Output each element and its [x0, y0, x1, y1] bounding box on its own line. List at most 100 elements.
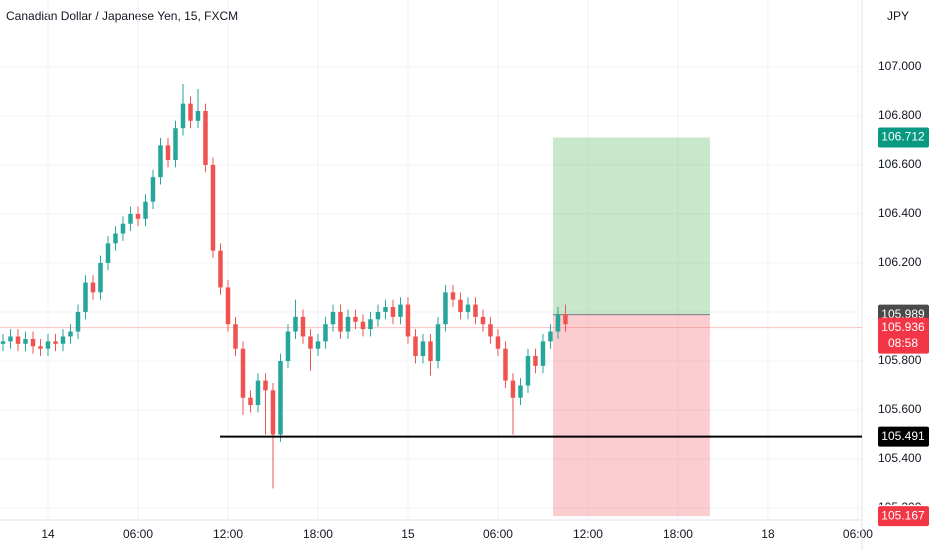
candle-body	[330, 311, 336, 325]
candle-body	[0, 341, 6, 344]
candle-body	[188, 103, 193, 121]
candle-body	[420, 341, 426, 357]
chart-title: Canadian Dollar / Japanese Yen, 15, FXCM	[6, 9, 238, 23]
countdown: 08:58	[888, 336, 918, 350]
candle-body	[540, 341, 546, 366]
line-badge-bg	[878, 426, 929, 447]
candle-body	[240, 348, 246, 398]
last-price-badge: 105.936	[881, 320, 925, 334]
candle-body	[285, 331, 291, 361]
y-tick-label: 105.600	[878, 402, 922, 416]
candle-body	[480, 316, 486, 325]
candle-body	[143, 201, 148, 219]
line-badge: 105.491	[881, 429, 925, 443]
candle-body	[548, 331, 553, 342]
x-tick-label: 15	[401, 527, 415, 541]
candle-body	[98, 262, 103, 293]
candle-body	[158, 145, 163, 178]
candle-body	[495, 336, 501, 349]
candle-body	[113, 233, 118, 244]
candle-body	[533, 356, 538, 366]
candle-body	[338, 311, 343, 332]
candle-body	[375, 311, 381, 320]
y-tick-label: 107.000	[878, 59, 922, 73]
candle-body	[435, 324, 441, 361]
candle-body	[23, 338, 28, 344]
candle-body	[308, 336, 313, 349]
candle-body	[120, 223, 126, 234]
candle-body	[128, 213, 133, 224]
y-tick-label: 106.200	[878, 255, 922, 269]
x-tick-label: 06:00	[843, 527, 873, 541]
candle-body	[278, 360, 283, 435]
candle-body	[510, 380, 516, 398]
candle-body	[398, 304, 403, 317]
stop-badge-bg	[878, 506, 929, 527]
candle-body	[45, 341, 51, 349]
x-tick-label: 18:00	[303, 527, 333, 541]
y-tick-label: 105.400	[878, 451, 922, 465]
candle-body	[173, 128, 178, 161]
x-tick-label: 18	[761, 527, 775, 541]
candle-body	[465, 304, 471, 312]
candle-body	[150, 177, 156, 202]
x-tick-label: 12:00	[573, 527, 603, 541]
entry-badge: 105.989	[881, 307, 925, 321]
candle-body	[233, 324, 238, 349]
y-tick-label: 106.400	[878, 206, 922, 220]
currency-label: JPY	[887, 9, 909, 23]
candle-body	[83, 282, 88, 312]
candle-body	[225, 287, 231, 325]
candle-body	[503, 348, 508, 381]
x-tick-label: 14	[41, 527, 55, 541]
candle-body	[53, 341, 58, 344]
candle-body	[360, 321, 366, 330]
candle-body	[428, 341, 433, 361]
candle-body	[345, 316, 351, 332]
candle-body	[488, 324, 493, 337]
candle-body	[458, 299, 463, 312]
x-tick-label: 06:00	[123, 527, 153, 541]
x-tick-label: 12:00	[213, 527, 243, 541]
candle-body	[353, 316, 358, 322]
candle-body	[405, 304, 411, 337]
y-tick-label: 106.600	[878, 157, 922, 171]
candle-body	[8, 336, 13, 342]
candle-body	[368, 319, 373, 330]
candle-body	[180, 103, 186, 129]
candle-body	[383, 307, 388, 312]
candle-body	[75, 311, 81, 332]
candle-body	[195, 111, 201, 121]
y-tick-label: 105.800	[878, 353, 922, 367]
candle-body	[390, 307, 396, 317]
candle-body	[413, 336, 418, 357]
candle-body	[293, 316, 298, 332]
candle-body	[450, 292, 456, 300]
candle-body	[315, 341, 321, 349]
candle-body	[203, 111, 208, 165]
target-badge-bg	[878, 127, 929, 148]
candle-body	[263, 380, 268, 391]
candle-body	[563, 314, 568, 325]
candle-body	[255, 380, 261, 406]
candle-body	[105, 243, 111, 263]
candle-body	[15, 336, 21, 344]
candle-body	[323, 324, 328, 342]
x-tick-label: 18:00	[663, 527, 693, 541]
candle-body	[555, 314, 561, 332]
candle-body	[60, 336, 66, 344]
candle-body	[473, 304, 478, 317]
candle-body	[135, 213, 141, 219]
y-tick-label: 106.800	[878, 108, 922, 122]
candle-body	[165, 145, 171, 161]
candle-body	[248, 397, 253, 406]
target-badge: 106.712	[881, 130, 925, 144]
x-tick-label: 06:00	[483, 527, 513, 541]
candle-body	[300, 316, 306, 337]
candle-body	[90, 282, 96, 293]
candle-body	[218, 250, 223, 288]
candle-body	[38, 346, 43, 349]
stop-badge: 105.167	[881, 508, 925, 522]
